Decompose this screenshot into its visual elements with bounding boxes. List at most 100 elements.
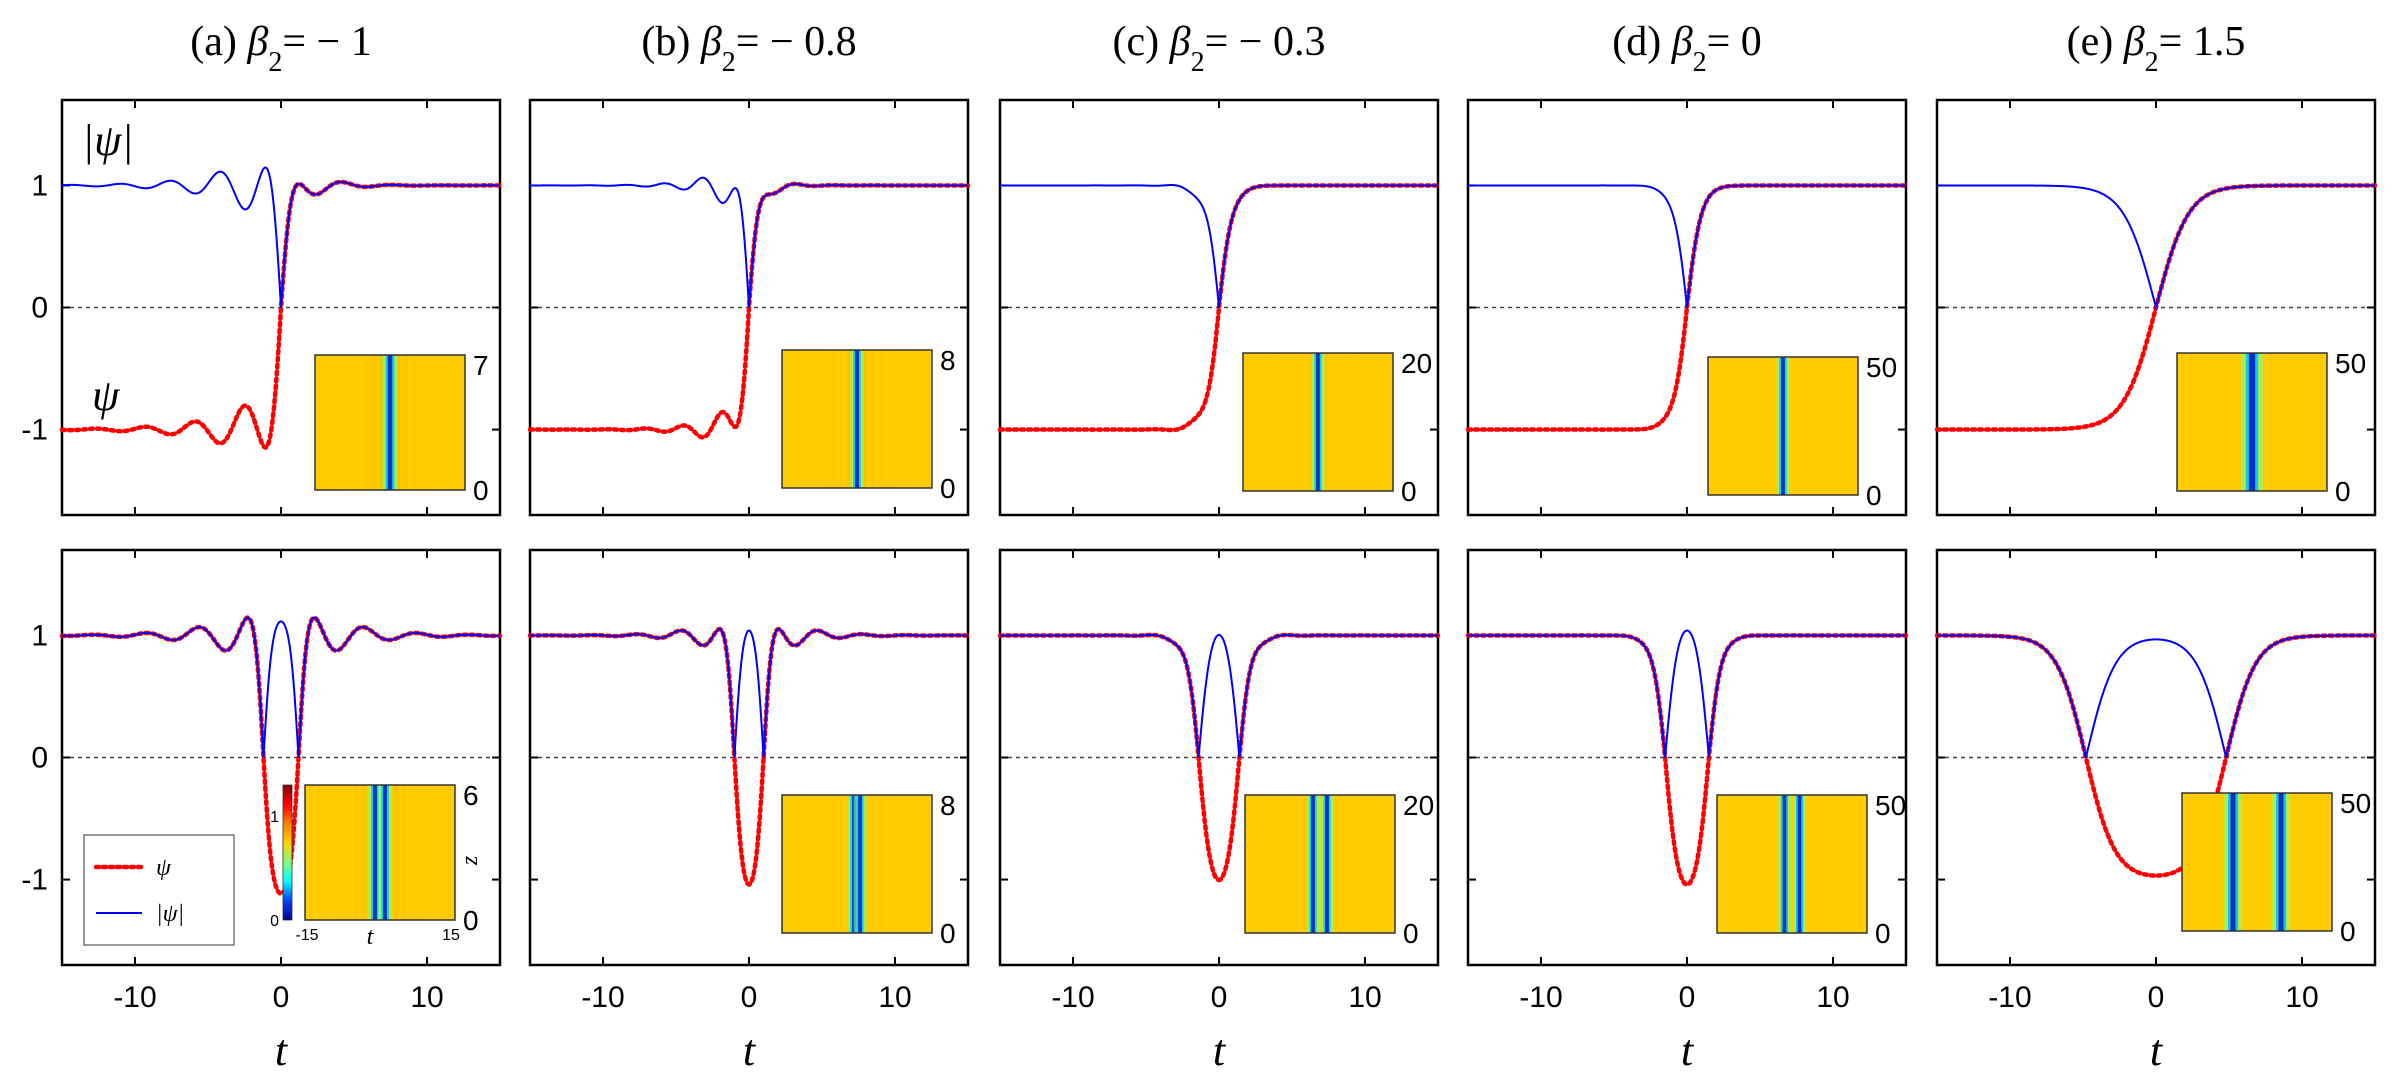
inset-ripple-stripe	[410, 785, 414, 920]
colorbar-tick-label: 1	[270, 809, 279, 826]
inset-frame	[1242, 352, 1394, 492]
x-axis-label: t	[1681, 1026, 1695, 1072]
inset-ripple-stripe	[380, 355, 384, 490]
x-axis-label: t	[275, 1026, 289, 1072]
inset-z-max-label: 8	[940, 790, 956, 821]
panel-title-subscript: 2	[1693, 47, 1707, 78]
inset-z-min-label: 0	[2340, 916, 2356, 947]
inset-stripe-core	[1781, 357, 1785, 495]
inset-stripe-core	[1316, 353, 1320, 491]
inset-ripple-stripe	[879, 350, 883, 488]
inset-ripple-stripe	[1349, 353, 1352, 491]
inset-density-plot: 50 0	[2181, 788, 2371, 947]
inset-density-plot: 20 0	[1242, 348, 1432, 507]
inset-ripple-stripe	[823, 350, 827, 488]
abs-psi-solid-line	[1468, 184, 1906, 308]
inset-density-plot: 70	[314, 350, 489, 506]
x-tick-label: -10	[113, 981, 156, 1014]
inset-ripple-stripe	[1334, 795, 1338, 933]
inset-z-min-label: 0	[1401, 476, 1417, 507]
inset-density-plot: 50 0	[1707, 352, 1897, 511]
inset-ripple-stripe	[1277, 353, 1280, 491]
inset-z-min-label: 0	[463, 905, 479, 936]
panel-d-row2: -10 0 10 t 50 0	[1465, 548, 1909, 1072]
panel-d-row1: 50 0	[1465, 98, 1909, 517]
legend-psi-label: ψ	[156, 855, 172, 881]
inset-ripple-stripe	[420, 355, 424, 490]
x-tick-label: 10	[2285, 981, 2318, 1014]
inset-ripple-stripe	[1324, 353, 1328, 491]
panel-title-prefix: (a)	[190, 19, 247, 65]
inset-ripple-stripe	[863, 350, 867, 488]
x-tick-label: 0	[1679, 981, 1696, 1014]
inset-stripe-core	[373, 785, 377, 920]
inset-ripple-stripe	[895, 350, 899, 488]
inset-z-min-label: 0	[940, 473, 956, 504]
inset-ripple-stripe	[1287, 795, 1290, 933]
y-tick-label: -1	[21, 414, 48, 447]
x-tick-label: -10	[1519, 981, 1562, 1014]
panel-title-prefix: (d)	[1612, 19, 1671, 65]
x-axis-label: t	[2150, 1026, 2164, 1072]
psi-curve-label: ψ	[92, 371, 120, 420]
inset-frame	[2176, 352, 2328, 492]
inset-ripple-stripe	[1332, 353, 1336, 491]
inset-frame	[781, 349, 933, 489]
inset-ripple-stripe	[362, 785, 366, 920]
panel-title-prefix: (c)	[1113, 19, 1170, 65]
panel-title: (e) β2= 1.5	[2067, 19, 2246, 78]
inset-ripple-stripe	[839, 795, 843, 933]
inset-ripple-stripe	[404, 355, 408, 490]
inset-stripe-core	[858, 795, 862, 933]
x-tick-label: 10	[410, 981, 443, 1014]
abs-psi-solid-line	[530, 628, 968, 758]
y-tick-label: 0	[31, 742, 48, 775]
inset-z-max-label: 50	[1866, 352, 1897, 383]
abs-psi-solid-line	[1000, 183, 1438, 308]
inset-z-axis-label: z	[457, 855, 483, 866]
x-axis-label: t	[1213, 1026, 1227, 1072]
x-tick-label: 0	[741, 981, 758, 1014]
inset-density-plot: 6 0 -15 15 t z 1 0	[270, 780, 483, 950]
inset-frame	[2181, 792, 2333, 932]
panel-title-prefix: (b)	[641, 19, 700, 65]
x-tick-label: 10	[1816, 981, 1849, 1014]
inset-x-tick-label: -15	[295, 927, 318, 944]
colorbar	[282, 784, 293, 921]
inset-x-tick-label: 15	[442, 927, 460, 944]
abs-psi-solid-line	[1468, 629, 1906, 758]
panel-title-subscript: 2	[268, 47, 282, 78]
panel-title-beta: β	[1169, 19, 1191, 65]
x-tick-label: 0	[1211, 981, 1228, 1014]
panel-title: (c) β2= − 0.3	[1113, 19, 1326, 78]
panel-title-prefix: (e)	[2067, 19, 2124, 65]
inset-ripple-stripe	[1300, 353, 1304, 491]
inset-ripple-stripe	[364, 355, 368, 490]
panel-title-subscript: 2	[722, 47, 736, 78]
panel-title-value: = 1.5	[2159, 19, 2246, 65]
inset-ripple-stripe	[396, 355, 400, 490]
inset-ripple-stripe	[402, 785, 406, 920]
inset-ripple-stripe	[895, 795, 899, 933]
inset-ripple-stripe	[1359, 795, 1362, 933]
panel-title-subscript: 2	[1191, 47, 1205, 78]
panel-c-row2: -10 0 10 t 20 0	[997, 548, 1441, 1072]
inset-stripe-core	[383, 785, 387, 920]
inset-density-plot: 20 0	[1244, 790, 1434, 949]
panel-title: (b) β2= − 0.8	[641, 19, 856, 78]
inset-density-plot: 80	[781, 790, 956, 949]
inset-ripple-stripe	[372, 355, 376, 490]
abs-psi-solid-line	[1937, 184, 2375, 312]
inset-ripple-stripe	[1302, 795, 1306, 933]
inset-stripe-core	[1325, 795, 1329, 933]
inset-ripple-stripe	[346, 785, 350, 920]
inset-stripe-core	[855, 350, 859, 488]
y-tick-label: 1	[31, 169, 48, 202]
inset-ripple-stripe	[418, 785, 422, 920]
inset-z-max-label: 20	[1401, 348, 1432, 379]
inset-z-min-label: 0	[940, 918, 956, 949]
inset-x-axis-label: t	[367, 924, 375, 950]
x-tick-label: -10	[1051, 981, 1094, 1014]
